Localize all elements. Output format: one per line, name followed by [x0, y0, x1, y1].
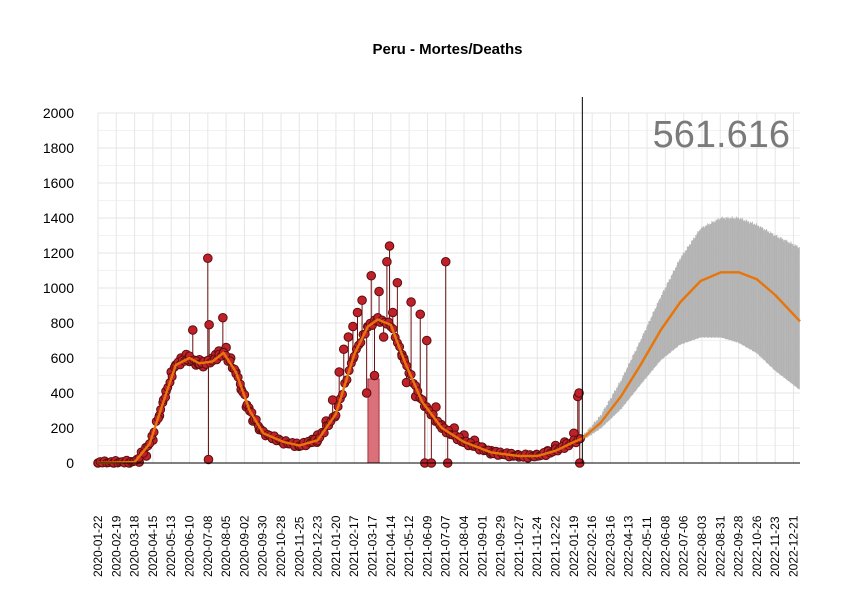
trend-line: [97, 318, 583, 465]
data-point: [378, 332, 389, 342]
x-tick-label: 2021-05-12: [402, 515, 416, 577]
x-tick-labels: 2020-01-22 2020-02-19 2020-03-18 2020-04-15…: [91, 515, 800, 577]
data-point: [387, 307, 398, 318]
forecast-line: [581, 271, 801, 440]
y-tick-label: 200: [51, 420, 75, 436]
cumulative-deaths-annotation: 561.616: [653, 114, 790, 156]
data-point: [338, 344, 349, 355]
data-point: [384, 241, 395, 251]
data-point: [406, 297, 416, 307]
stems: [113, 246, 581, 463]
x-tick-label: 2020-12-23: [311, 515, 325, 577]
x-tick-label: 2022-07-06: [677, 515, 691, 577]
forecast-band: [581, 216, 800, 441]
x-tick-label: 2022-12-21: [786, 515, 800, 577]
lines: [97, 271, 801, 465]
x-tick-label: 2022-08-31: [713, 515, 727, 577]
x-tick-label: 2020-04-15: [146, 515, 160, 577]
data-point: [440, 256, 451, 267]
y-tick-label: 0: [66, 455, 74, 471]
data-point: [374, 286, 384, 297]
data-point: [392, 277, 403, 288]
x-tick-label: 2022-08-03: [695, 515, 709, 577]
y-tick-label: 1600: [43, 175, 74, 191]
x-tick-label: 2021-10-27: [512, 515, 526, 577]
chart-title: Peru - Mortes/Deaths: [372, 41, 523, 58]
x-tick-label: 2020-06-10: [183, 515, 197, 577]
x-tick-label: 2021-09-01: [475, 515, 489, 577]
x-tick-label: 2022-04-13: [622, 515, 636, 577]
x-tick-label: 2021-07-07: [439, 515, 453, 577]
data-point: [361, 388, 372, 398]
y-tick-label: 800: [51, 315, 75, 331]
x-tick-label: 2021-02-17: [347, 515, 361, 577]
x-tick-label: 2022-09-28: [732, 515, 746, 577]
x-tick-label: 2022-02-16: [585, 515, 599, 577]
x-tick-label: 2020-09-02: [237, 515, 251, 577]
x-tick-label: 2020-02-19: [109, 515, 123, 577]
x-tick-label: 2020-03-18: [128, 515, 142, 577]
x-tick-label: 2022-10-26: [750, 515, 764, 577]
data-point: [203, 454, 214, 465]
points: [93, 241, 585, 468]
y-tick-label: 2000: [43, 105, 74, 121]
x-tick-label: 2020-11-25: [292, 516, 306, 577]
data-point: [574, 388, 584, 398]
x-tick-label: 2020-09-30: [256, 515, 270, 577]
data-point: [415, 309, 426, 320]
y-tick-label: 1800: [43, 140, 74, 156]
data-point: [203, 253, 213, 264]
y-tick-labels: 0 200 400 600 800 1000 1200 1400 1600 1800 2000: [43, 105, 74, 471]
x-tick-label: 2021-12-22: [549, 515, 563, 577]
x-tick-label: 2022-03-16: [603, 515, 617, 577]
y-tick-label: 1200: [43, 245, 74, 261]
x-tick-label: 2020-08-05: [219, 515, 233, 577]
data-point: [366, 270, 377, 281]
x-tick-label: 2021-04-14: [384, 515, 398, 577]
x-tick-label: 2020-01-22: [91, 515, 105, 577]
y-tick-label: 1000: [43, 280, 74, 296]
x-tick-label: 2020-05-13: [164, 515, 178, 577]
data-point: [204, 319, 214, 330]
x-tick-label: 2022-06-08: [658, 515, 672, 577]
data-point: [369, 370, 380, 381]
x-tick-label: 2021-11-24: [530, 516, 544, 577]
y-tick-label: 1400: [43, 210, 74, 226]
data-point: [421, 335, 432, 346]
y-tick-label: 400: [51, 385, 75, 401]
data-point: [357, 295, 367, 306]
x-tick-label: 2021-03-17: [366, 515, 380, 577]
data-point: [218, 312, 228, 323]
x-tick-label: 2020-10-28: [274, 515, 288, 577]
x-tick-label: 2021-06-09: [420, 515, 434, 577]
data-point: [334, 367, 344, 377]
x-tick-label: 2021-08-04: [457, 515, 471, 577]
data-point: [352, 307, 363, 318]
x-tick-label: 2022-01-19: [567, 515, 581, 577]
x-tick-label: 2022-05-11: [640, 516, 654, 577]
data-point: [348, 321, 358, 332]
data-point: [343, 332, 354, 342]
x-tick-label: 2020-07-08: [201, 515, 215, 577]
data-point: [382, 256, 392, 267]
axes: [98, 97, 800, 464]
x-tick-label: 2021-09-29: [494, 515, 508, 577]
data-point: [187, 325, 198, 335]
x-tick-label: 2022-11-23: [768, 516, 782, 577]
y-tick-label: 600: [51, 350, 75, 366]
x-tick-label: 2021-01-20: [329, 515, 343, 577]
